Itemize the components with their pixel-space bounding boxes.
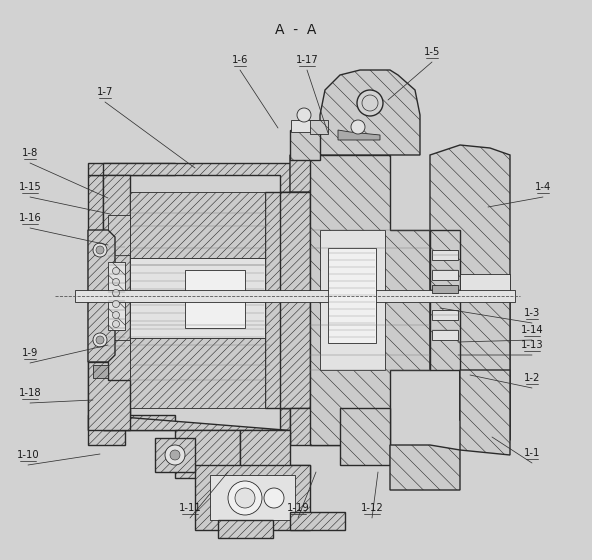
Bar <box>75 290 515 302</box>
Polygon shape <box>290 155 340 192</box>
Polygon shape <box>280 192 310 408</box>
Text: A  -  A: A - A <box>275 23 317 37</box>
Polygon shape <box>175 430 240 478</box>
Polygon shape <box>88 415 125 445</box>
Polygon shape <box>155 438 195 472</box>
Text: 1-18: 1-18 <box>19 388 41 398</box>
Bar <box>432 250 458 260</box>
Text: 1-9: 1-9 <box>22 348 38 358</box>
Circle shape <box>357 90 383 116</box>
Bar <box>328 248 376 343</box>
Text: 1-1: 1-1 <box>524 448 540 458</box>
Bar <box>210 475 295 520</box>
Bar <box>290 512 345 530</box>
Polygon shape <box>195 465 310 530</box>
Circle shape <box>297 108 311 122</box>
Text: 1-7: 1-7 <box>97 87 113 97</box>
Polygon shape <box>460 370 510 455</box>
Text: 1-13: 1-13 <box>521 340 543 350</box>
Polygon shape <box>88 415 175 430</box>
Circle shape <box>235 488 255 508</box>
Polygon shape <box>103 163 290 192</box>
Bar <box>432 330 458 340</box>
Text: 1-6: 1-6 <box>232 55 248 65</box>
Bar <box>432 285 458 293</box>
Text: 1-5: 1-5 <box>424 47 440 57</box>
Polygon shape <box>320 70 420 155</box>
Text: 1-19: 1-19 <box>287 503 310 513</box>
Circle shape <box>170 450 180 460</box>
Polygon shape <box>185 270 245 328</box>
Polygon shape <box>130 258 265 338</box>
Polygon shape <box>88 163 175 175</box>
Text: 1-8: 1-8 <box>22 148 38 158</box>
Text: 1-16: 1-16 <box>18 213 41 223</box>
Polygon shape <box>290 130 320 160</box>
Circle shape <box>264 488 284 508</box>
Bar <box>310 120 328 134</box>
Circle shape <box>112 290 120 296</box>
Polygon shape <box>265 192 290 408</box>
Circle shape <box>93 243 107 257</box>
Circle shape <box>112 311 120 319</box>
Text: 1-14: 1-14 <box>521 325 543 335</box>
Circle shape <box>96 246 104 254</box>
Circle shape <box>351 120 365 134</box>
Polygon shape <box>88 175 103 415</box>
Text: 1-17: 1-17 <box>295 55 318 65</box>
Text: 1-4: 1-4 <box>535 182 551 192</box>
Text: 1-11: 1-11 <box>179 503 201 513</box>
Circle shape <box>93 333 107 347</box>
Polygon shape <box>430 145 510 440</box>
Circle shape <box>112 268 120 274</box>
Polygon shape <box>130 338 265 408</box>
Polygon shape <box>240 430 310 478</box>
Polygon shape <box>338 130 380 140</box>
Circle shape <box>112 301 120 307</box>
Bar <box>218 520 273 538</box>
Polygon shape <box>103 175 130 415</box>
Bar <box>432 270 458 280</box>
Text: 1-2: 1-2 <box>524 373 540 383</box>
Text: 1-15: 1-15 <box>18 182 41 192</box>
Polygon shape <box>108 215 130 255</box>
Circle shape <box>228 481 262 515</box>
Bar <box>432 310 458 320</box>
Polygon shape <box>108 340 130 382</box>
Polygon shape <box>460 290 510 440</box>
Bar <box>460 274 510 292</box>
Circle shape <box>96 336 104 344</box>
Circle shape <box>362 95 378 111</box>
Polygon shape <box>320 230 385 370</box>
Polygon shape <box>88 230 115 362</box>
Polygon shape <box>88 362 130 430</box>
Circle shape <box>112 320 120 328</box>
Polygon shape <box>430 290 460 370</box>
Polygon shape <box>290 408 340 445</box>
Polygon shape <box>430 230 460 290</box>
Circle shape <box>165 445 185 465</box>
Bar <box>291 120 318 132</box>
Polygon shape <box>130 192 265 258</box>
Polygon shape <box>310 155 430 445</box>
Polygon shape <box>340 408 390 465</box>
Text: 1-12: 1-12 <box>361 503 384 513</box>
Polygon shape <box>108 262 125 330</box>
Text: 1-10: 1-10 <box>17 450 39 460</box>
Polygon shape <box>103 408 290 430</box>
Text: 1-3: 1-3 <box>524 308 540 318</box>
Polygon shape <box>93 365 108 378</box>
Circle shape <box>112 278 120 286</box>
Polygon shape <box>390 445 460 490</box>
